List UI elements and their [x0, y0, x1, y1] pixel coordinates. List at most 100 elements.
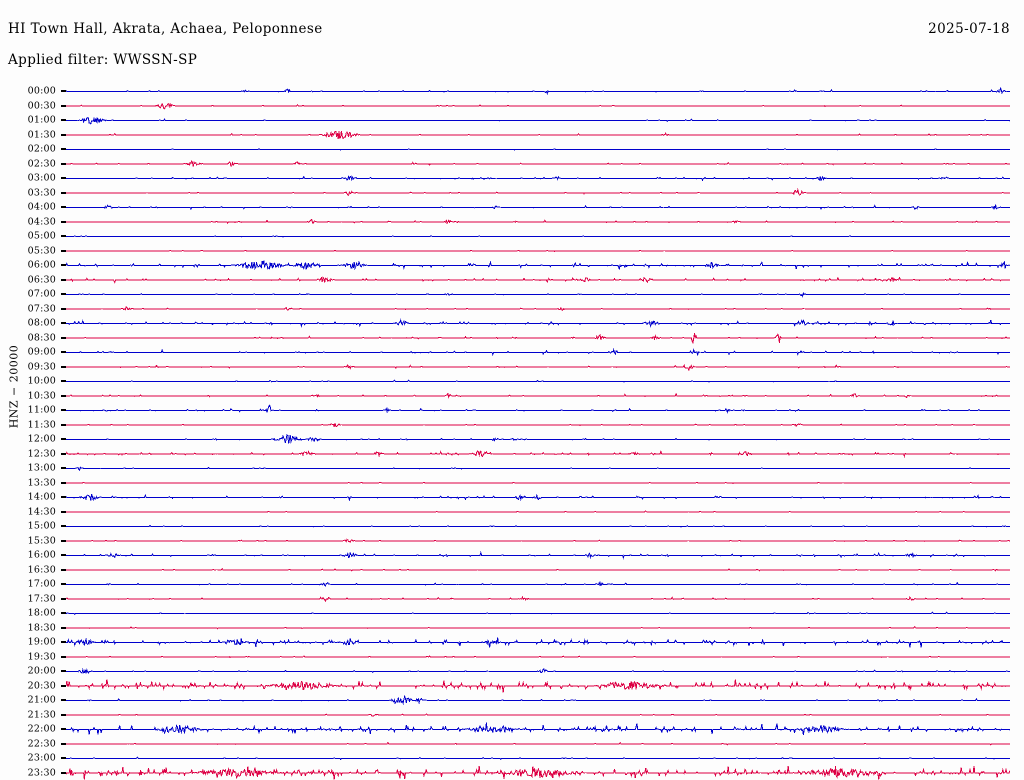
time-tick-mark — [61, 713, 66, 716]
trace-line — [66, 756, 1010, 761]
trace-line — [66, 538, 1010, 544]
time-tick-mark — [61, 409, 66, 412]
trace-line — [66, 668, 1010, 675]
trace-line — [66, 116, 1010, 125]
time-tick-label: 09:00 — [27, 346, 56, 358]
time-tick-mark — [61, 206, 66, 209]
time-tick-label: 01:00 — [27, 114, 56, 126]
trace-line — [66, 481, 1010, 485]
time-tick-mark — [61, 423, 66, 426]
time-tick-mark — [61, 684, 66, 687]
trace-line — [66, 260, 1010, 271]
time-tick-label: 21:30 — [27, 709, 56, 721]
time-tick-label: 01:30 — [27, 129, 56, 141]
time-tick-mark — [61, 394, 66, 397]
trace-line — [66, 434, 1010, 444]
time-tick-mark — [61, 728, 66, 731]
trace-line — [66, 102, 1010, 110]
time-tick-mark — [61, 336, 66, 339]
trace-line — [66, 625, 1010, 630]
seismogram-plot — [66, 84, 1010, 780]
time-tick-label: 10:00 — [27, 375, 56, 387]
time-tick-label: 15:00 — [27, 520, 56, 532]
time-tick-mark — [61, 481, 66, 484]
time-tick-mark — [61, 351, 66, 354]
time-tick-label: 14:30 — [27, 506, 56, 518]
trace-canvas — [66, 86, 1010, 780]
time-axis: 00:00 00:30 01:00 01:30 02:00 02:30 03:00 03:30… — [0, 84, 66, 780]
time-tick-mark — [61, 191, 66, 194]
trace-line — [66, 276, 1010, 284]
trace-line — [66, 466, 1010, 472]
trace-line — [66, 493, 1010, 502]
time-tick-mark — [61, 293, 66, 296]
time-tick-mark — [61, 641, 66, 644]
trace-line — [66, 581, 1010, 588]
time-tick-label: 00:30 — [27, 100, 56, 112]
time-tick-mark — [61, 496, 66, 499]
time-tick-mark — [61, 90, 66, 93]
time-tick-label: 17:00 — [27, 578, 56, 590]
time-tick-label: 16:00 — [27, 549, 56, 561]
time-tick-mark — [61, 380, 66, 383]
page-title: HI Town Hall, Akrata, Achaea, Peloponnes… — [8, 21, 323, 37]
time-tick-label: 05:00 — [27, 230, 56, 242]
time-tick-mark — [61, 104, 66, 107]
time-tick-mark — [61, 597, 66, 600]
time-tick-label: 11:30 — [27, 419, 56, 431]
time-tick-mark — [61, 583, 66, 586]
trace-line — [66, 422, 1010, 428]
time-tick-label: 08:00 — [27, 317, 56, 329]
time-tick-label: 06:30 — [27, 274, 56, 286]
trace-line — [66, 694, 1010, 705]
time-tick-mark — [61, 452, 66, 455]
time-tick-label: 02:30 — [27, 158, 56, 170]
trace-line — [66, 392, 1010, 399]
trace-line — [66, 159, 1010, 167]
time-tick-mark — [61, 771, 66, 774]
time-tick-label: 12:30 — [27, 448, 56, 460]
time-tick-label: 23:00 — [27, 752, 56, 764]
time-tick-mark — [61, 148, 66, 151]
trace-line — [66, 235, 1010, 238]
time-tick-label: 19:30 — [27, 651, 56, 663]
time-tick-label: 11:00 — [27, 404, 56, 416]
time-tick-label: 09:30 — [27, 361, 56, 373]
trace-line — [66, 292, 1010, 298]
time-tick-label: 08:30 — [27, 332, 56, 344]
time-tick-mark — [61, 162, 66, 165]
time-tick-mark — [61, 438, 66, 441]
time-tick-label: 22:30 — [27, 738, 56, 750]
trace-line — [66, 510, 1010, 513]
trace-line — [66, 404, 1010, 414]
time-tick-mark — [61, 699, 66, 702]
time-tick-mark — [61, 278, 66, 281]
time-tick-label: 23:30 — [27, 767, 56, 779]
time-tick-mark — [61, 757, 66, 760]
trace-line — [66, 204, 1010, 211]
time-tick-mark — [61, 235, 66, 238]
trace-line — [66, 249, 1010, 253]
trace-line — [66, 713, 1010, 717]
time-tick-label: 16:30 — [27, 564, 56, 576]
time-tick-label: 13:30 — [27, 477, 56, 489]
time-tick-label: 20:30 — [27, 680, 56, 692]
trace-line — [66, 379, 1010, 383]
time-tick-mark — [61, 539, 66, 542]
time-tick-label: 19:00 — [27, 636, 56, 648]
trace-line — [66, 218, 1010, 225]
time-tick-label: 14:00 — [27, 491, 56, 503]
time-tick-mark — [61, 554, 66, 557]
time-tick-label: 07:00 — [27, 288, 56, 300]
time-tick-mark — [61, 670, 66, 673]
trace-line — [66, 363, 1010, 372]
time-tick-mark — [61, 612, 66, 615]
trace-line — [66, 611, 1010, 616]
time-tick-mark — [61, 264, 66, 267]
time-tick-label: 00:00 — [27, 85, 56, 97]
time-tick-mark — [61, 525, 66, 528]
time-tick-label: 05:30 — [27, 245, 56, 257]
time-tick-label: 18:30 — [27, 622, 56, 634]
trace-line — [66, 306, 1010, 312]
